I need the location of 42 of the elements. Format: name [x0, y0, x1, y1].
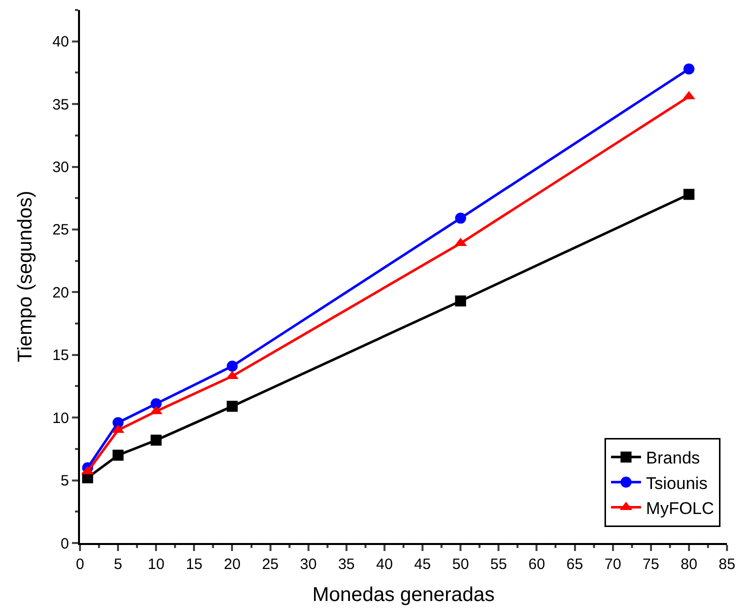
x-tick-label: 55: [490, 556, 507, 573]
x-tick-label: 15: [186, 556, 203, 573]
y-tick-label: 20: [52, 284, 69, 302]
x-tick-label: 40: [376, 556, 393, 573]
y-tick-label: 0: [60, 535, 69, 552]
x-tick-label: 0: [76, 556, 84, 573]
x-tick-label: 85: [718, 556, 736, 573]
point: [112, 417, 124, 428]
legend-label: Tsiounis: [646, 474, 708, 493]
point: [112, 450, 124, 461]
legend-label: MyFOLC: [646, 498, 714, 518]
point: [683, 188, 694, 200]
x-tick-label: 50: [452, 556, 469, 573]
x-tick-label: 35: [338, 556, 355, 573]
x-tick-label: 80: [680, 556, 698, 573]
x-tick-label: 75: [642, 556, 660, 573]
y-tick-label: 40: [52, 34, 69, 51]
point: [150, 398, 162, 410]
y-tick-label: 25: [52, 222, 69, 239]
point: [455, 212, 466, 224]
y-tick-label: 30: [52, 159, 69, 176]
y-axis-title: Tiempo (segundos): [14, 190, 36, 362]
x-tick-label: 5: [114, 556, 122, 573]
x-tick-label: 20: [224, 556, 241, 573]
x-tick-label: 45: [414, 556, 431, 573]
point: [455, 295, 466, 306]
x-tick-label: 65: [566, 556, 584, 573]
y-tick-label: 35: [52, 96, 69, 114]
point: [226, 400, 238, 412]
x-tick-label: 60: [528, 556, 546, 573]
x-tick-label: 70: [604, 556, 622, 573]
point: [226, 360, 238, 372]
point: [683, 63, 694, 74]
y-tick-label: 5: [60, 472, 69, 490]
point: [150, 434, 162, 446]
x-tick-label: 25: [262, 556, 279, 573]
x-axis-title: Monedas generadas: [312, 584, 495, 606]
y-tick-label: 15: [52, 347, 69, 364]
x-tick-label: 30: [300, 556, 317, 573]
legend-label: Brands: [646, 448, 700, 468]
x-tick-label: 10: [148, 556, 164, 573]
y-tick-label: 10: [52, 410, 69, 427]
